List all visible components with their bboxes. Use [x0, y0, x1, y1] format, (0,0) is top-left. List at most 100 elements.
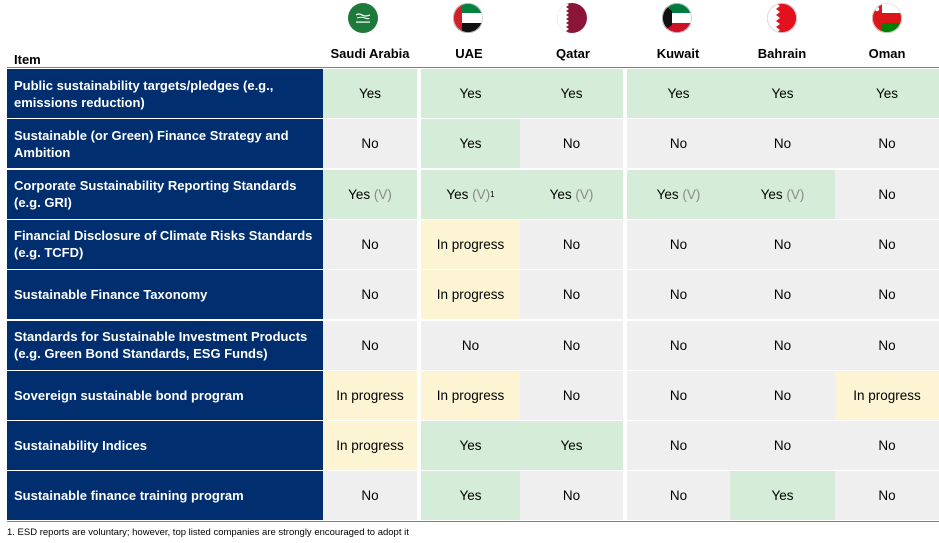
status-text: No [361, 136, 379, 152]
status-text: No [773, 438, 792, 454]
row-label: Sustainable finance training program [7, 471, 323, 521]
saudi-arabia-flag-icon [348, 3, 378, 33]
row-label: Public sustainability targets/pledges (e… [7, 69, 323, 118]
status-text: No [562, 488, 581, 504]
status-cell: No [627, 471, 730, 521]
status-cell: No [730, 119, 835, 169]
row-label: Sovereign sustainable bond program [7, 370, 323, 420]
status-cell: In progress [421, 219, 520, 269]
status-cell: No [835, 270, 939, 320]
status-cell: No [323, 471, 417, 521]
row-label-text: Sustainable finance training program [14, 488, 244, 504]
status-cell: No [730, 320, 835, 370]
status-text: No [878, 488, 896, 504]
status-text: In progress [436, 236, 505, 252]
status-cell: No [835, 219, 939, 269]
status-cell: No [323, 219, 417, 269]
row-divider [7, 168, 939, 170]
row-divider [7, 369, 939, 371]
status-cell: No [627, 219, 730, 269]
status-text: No [878, 186, 896, 202]
status-text: Yes [667, 86, 690, 101]
voluntary-marker: (V) [786, 186, 805, 202]
status-cell: No [323, 320, 417, 370]
column-header-saudi-arabia: Saudi Arabia [330, 46, 410, 61]
table-row: Sustainable finance training program No Ye… [7, 471, 939, 522]
table-bottom-line [7, 521, 939, 522]
status-cell: No [627, 119, 730, 169]
column-header-qatar: Qatar [556, 46, 590, 61]
row-label-text: Sovereign sustainable bond program [14, 387, 244, 403]
status-text: In progress [436, 387, 505, 403]
status-text: No [878, 236, 896, 252]
status-cell: No [835, 169, 939, 219]
status-cell: Yes (V) 1 [421, 169, 520, 219]
oman-flag-icon [872, 3, 902, 33]
status-cell: No [730, 270, 835, 320]
row-divider [7, 520, 939, 522]
status-cell: No [627, 421, 730, 471]
status-text: No [562, 136, 581, 152]
status-text: Yes [459, 136, 482, 152]
status-text: No [361, 287, 379, 303]
status-text: No [361, 488, 379, 504]
status-cell: No [730, 219, 835, 269]
status-text: Yes [358, 86, 382, 101]
status-text: No [878, 438, 896, 454]
status-cell: In progress [421, 270, 520, 320]
row-divider [7, 470, 939, 472]
status-text: No [669, 136, 688, 152]
status-cell: Yes (V) [323, 169, 417, 219]
row-label-text: Sustainability Indices [14, 438, 147, 454]
row-label-text: Standards for Sustainable Investment Pro… [14, 329, 308, 361]
status-cell: No [520, 471, 623, 521]
status-cell: No [835, 320, 939, 370]
status-text: In progress [336, 438, 404, 454]
status-text: No [562, 387, 581, 403]
status-text: No [878, 136, 896, 152]
status-cell: Yes (V) [520, 169, 623, 219]
status-text: No [361, 236, 379, 252]
status-cell: No [520, 320, 623, 370]
column-header-bahrain: Bahrain [757, 46, 807, 61]
row-label: Corporate Sustainability Reporting Stand… [7, 169, 323, 219]
status-cell: In progress [421, 370, 520, 420]
status-cell: No [520, 370, 623, 420]
status-text: No [361, 337, 379, 353]
status-cell: Yes [520, 69, 623, 118]
column-header-uae: UAE [455, 46, 483, 61]
row-divider [7, 118, 939, 119]
status-text: In progress [336, 387, 404, 403]
row-label: Sustainable Finance Taxonomy [7, 270, 323, 320]
row-label-text: Corporate Sustainability Reporting Stand… [14, 178, 297, 211]
status-cell: Yes [421, 471, 520, 521]
row-label-text: Public sustainability targets/pledges (e… [14, 77, 274, 110]
status-cell: No [730, 421, 835, 471]
status-text: No [878, 337, 896, 353]
status-text: No [773, 337, 792, 353]
column-header-kuwait: Kuwait [656, 46, 700, 61]
qatar-flag-icon [557, 3, 587, 33]
footnote: 1. ESD reports are voluntary; however, t… [7, 527, 409, 538]
status-text: Yes [348, 186, 371, 202]
status-cell: Yes [323, 69, 417, 118]
row-divider [7, 319, 939, 321]
status-cell: No [627, 320, 730, 370]
status-cell: Yes (V) [730, 169, 835, 219]
row-label-text: Financial Disclosure of Climate Risks St… [14, 228, 313, 261]
row-divider [7, 419, 939, 421]
status-text: In progress [436, 287, 505, 303]
header-divider [7, 67, 939, 68]
status-cell: In progress [835, 370, 939, 420]
item-column-header: Item [14, 52, 41, 67]
status-cell: Yes [730, 471, 835, 521]
status-text: Yes [560, 438, 583, 454]
status-cell: Yes [421, 421, 520, 471]
table-row: Sustainability Indices In progress Yes Yes N… [7, 421, 939, 472]
uae-flag-icon [453, 3, 483, 33]
table-row: Sovereign sustainable bond program In pro… [7, 370, 939, 421]
status-text: In progress [853, 387, 921, 403]
status-text: No [562, 236, 581, 252]
status-text: Yes [771, 86, 794, 101]
status-cell: No [323, 270, 417, 320]
